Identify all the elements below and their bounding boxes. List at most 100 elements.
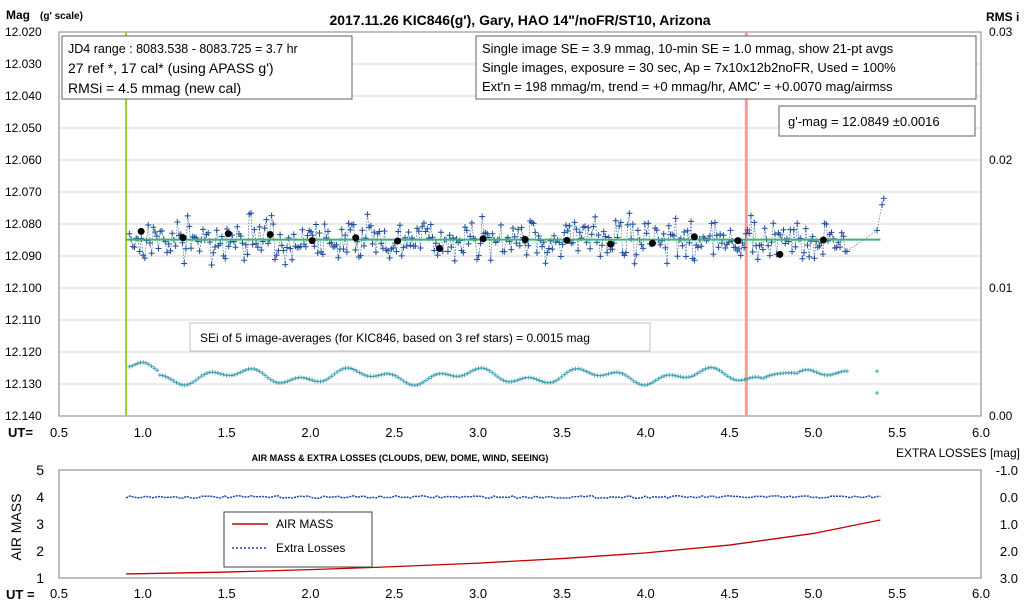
single-image-point <box>590 223 597 230</box>
single-image-point <box>184 212 191 219</box>
single-image-point <box>585 224 592 231</box>
rms-point <box>202 372 207 377</box>
rms-point <box>567 368 572 373</box>
single-image-point <box>446 232 453 239</box>
single-image-point <box>265 240 272 247</box>
rms-point <box>562 372 567 377</box>
bottom-y2-tick-labels: -1.0 0.0 1.0 2.0 3.0 <box>996 463 1018 586</box>
info-left-line-2: 27 ref *, 17 cal* (using APASS g') <box>68 60 274 76</box>
single-image-point <box>497 221 504 228</box>
rms-point <box>509 379 514 384</box>
rms-point <box>811 369 816 374</box>
rms-point <box>354 368 359 373</box>
single-image-point <box>253 240 260 247</box>
info-left-line-3: RMSi = 4.5 mmag (new cal) <box>68 80 241 96</box>
single-image-point <box>758 241 765 248</box>
rms-point <box>155 368 160 373</box>
single-image-point <box>542 260 549 267</box>
single-image-point <box>158 227 165 234</box>
rms-point <box>695 371 700 376</box>
rms-point <box>254 367 259 372</box>
rms-point <box>373 374 378 379</box>
rms-point <box>648 381 653 386</box>
rms-point <box>728 376 733 381</box>
single-image-point <box>816 242 823 249</box>
average-point <box>563 236 571 244</box>
rms-point <box>490 370 495 375</box>
single-image-point <box>361 242 368 249</box>
single-image-point <box>278 242 285 249</box>
single-image-point <box>261 225 268 232</box>
single-image-point <box>780 226 787 233</box>
single-image-point <box>715 244 722 251</box>
single-image-point <box>283 244 290 251</box>
single-image-point <box>722 245 729 252</box>
rms-point <box>213 370 218 375</box>
single-image-point <box>718 240 725 247</box>
bottom-y2-axis-label: EXTRA LOSSES [mag] <box>896 446 1020 460</box>
rms-point <box>723 372 728 377</box>
rms-point <box>274 380 279 385</box>
x-tick-label: 2.0 <box>301 425 319 440</box>
bottom-x-tick-label: 0.5 <box>50 586 68 601</box>
rms-point <box>362 373 367 378</box>
rms-point <box>149 364 154 369</box>
rms-point <box>457 374 462 379</box>
single-image-point <box>475 252 482 259</box>
single-image-point <box>393 248 400 255</box>
rms-point <box>232 372 237 377</box>
rms-point <box>393 373 398 378</box>
y-tick-label: 12.070 <box>5 185 42 199</box>
single-image-point <box>419 223 426 230</box>
single-image-point <box>559 241 566 248</box>
x-tick-label: 5.5 <box>888 425 906 440</box>
rms-point <box>473 367 478 372</box>
x-tick-label: 4.0 <box>637 425 655 440</box>
rms-point <box>554 378 559 383</box>
rms-point <box>537 378 542 383</box>
rms-point <box>337 368 342 373</box>
rms-point <box>324 377 329 382</box>
single-image-point <box>241 257 248 264</box>
rms-point <box>731 377 736 382</box>
x-tick-label: 3.5 <box>553 425 571 440</box>
average-point <box>690 233 698 241</box>
single-image-point <box>465 240 472 247</box>
legend: AIR MASS Extra Losses <box>223 511 373 568</box>
single-image-point <box>575 247 582 254</box>
single-image-point <box>809 233 816 240</box>
single-image-point <box>474 256 481 263</box>
single-image-point <box>665 222 672 229</box>
single-image-point <box>376 228 383 235</box>
single-image-point <box>587 245 594 252</box>
single-image-point <box>479 213 486 220</box>
rms-point <box>285 379 290 384</box>
single-image-point <box>789 248 796 255</box>
rms-point <box>470 368 475 373</box>
single-image-point <box>289 256 296 263</box>
single-image-point <box>713 232 720 239</box>
average-point <box>436 244 444 252</box>
rms-point <box>329 374 334 379</box>
single-image-point <box>448 244 455 251</box>
single-image-point <box>682 253 689 260</box>
bottom-y2-tick-label: -1.0 <box>996 463 1018 478</box>
rms-point <box>725 374 730 379</box>
single-image-point <box>263 216 270 223</box>
bottom-y-tick-label: 3 <box>36 516 44 532</box>
rms-point <box>739 378 744 383</box>
single-image-point <box>544 249 551 256</box>
sei-box: SEi of 5 image-averages (for KIC846, bas… <box>189 322 651 352</box>
single-image-point <box>268 212 275 219</box>
single-image-point <box>604 249 611 256</box>
rms-point <box>795 371 800 376</box>
rms-point <box>260 371 265 376</box>
rms-point <box>808 368 813 373</box>
single-image-point <box>782 240 789 247</box>
single-image-point <box>686 239 693 246</box>
single-image-point <box>165 240 172 247</box>
rms-point <box>578 367 583 372</box>
bottom-y2-tick-label: 2.0 <box>1000 544 1018 559</box>
chart-title: 2017.11.26 KIC846(g'), Gary, HAO 14"/noF… <box>329 12 710 28</box>
rms-point <box>304 376 309 381</box>
